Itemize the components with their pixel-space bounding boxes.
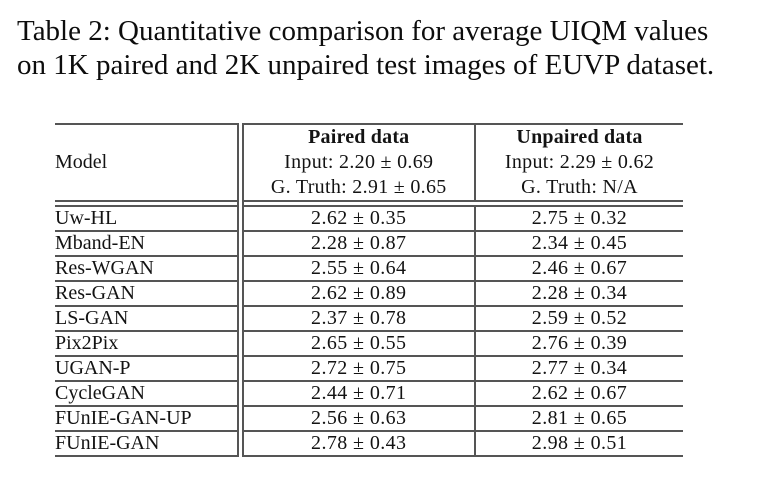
header-paired: Paired data Input: 2.20 ± 0.69 G. Truth:… xyxy=(240,124,476,204)
unpaired-input-stats: Input: 2.29 ± 0.62 xyxy=(504,151,655,173)
caption-line-2: on 1K paired and 2K unpaired test images… xyxy=(17,49,715,81)
unpaired-value-cell: 2.28 ± 0.34 xyxy=(531,282,628,304)
paired-value-cell: 2.55 ± 0.64 xyxy=(240,256,476,281)
table-row: Res-GAN 2.62 ± 0.89 2.28 ± 0.34 xyxy=(55,281,683,306)
header-unpaired: Unpaired data Input: 2.29 ± 0.62 G. Trut… xyxy=(475,124,683,204)
table-row: CycleGAN 2.44 ± 0.71 2.62 ± 0.67 xyxy=(55,381,683,406)
unpaired-gtruth-stats: G. Truth: N/A xyxy=(521,176,638,198)
unpaired-value-cell: 2.75 ± 0.32 xyxy=(531,207,628,229)
header-model: Model xyxy=(55,124,244,204)
unpaired-value-cell: 2.77 ± 0.34 xyxy=(531,357,628,379)
paired-gtruth-stats: G. Truth: 2.91 ± 0.65 xyxy=(270,176,447,198)
paired-value-cell: 2.72 ± 0.75 xyxy=(240,356,476,381)
header-row: Model Paired data Input: 2.20 ± 0.69 G. … xyxy=(55,124,683,204)
model-cell: FUnIE-GAN xyxy=(55,431,244,456)
paired-value-cell: 2.37 ± 0.78 xyxy=(240,306,476,331)
unpaired-value-cell: 2.34 ± 0.45 xyxy=(531,232,628,254)
uiqm-comparison-table: Model Paired data Input: 2.20 ± 0.69 G. … xyxy=(55,123,683,457)
unpaired-value-cell: 2.46 ± 0.67 xyxy=(531,257,628,279)
model-cell: Res-GAN xyxy=(55,281,244,306)
model-cell: Uw-HL xyxy=(55,203,244,231)
unpaired-value-cell: 2.59 ± 0.52 xyxy=(531,307,628,329)
paired-value-cell: 2.62 ± 0.35 xyxy=(240,203,476,231)
paired-value-cell: 2.78 ± 0.43 xyxy=(240,431,476,456)
model-cell: Pix2Pix xyxy=(55,331,244,356)
table-row: LS-GAN 2.37 ± 0.78 2.59 ± 0.52 xyxy=(55,306,683,331)
paired-value-cell: 2.56 ± 0.63 xyxy=(240,406,476,431)
table-row: FUnIE-GAN-UP 2.56 ± 0.63 2.81 ± 0.65 xyxy=(55,406,683,431)
table-row: FUnIE-GAN 2.78 ± 0.43 2.98 ± 0.51 xyxy=(55,431,683,456)
model-cell: Mband-EN xyxy=(55,231,244,256)
model-cell: CycleGAN xyxy=(55,381,244,406)
table-row: Res-WGAN 2.55 ± 0.64 2.46 ± 0.67 xyxy=(55,256,683,281)
table-row: UGAN-P 2.72 ± 0.75 2.77 ± 0.34 xyxy=(55,356,683,381)
paired-value-cell: 2.28 ± 0.87 xyxy=(240,231,476,256)
table-caption: Table 2: Quantitative comparison for ave… xyxy=(17,14,767,82)
caption-line-1: Table 2: Quantitative comparison for ave… xyxy=(17,15,709,47)
unpaired-value-cell: 2.81 ± 0.65 xyxy=(531,407,628,429)
table-row: Mband-EN 2.28 ± 0.87 2.34 ± 0.45 xyxy=(55,231,683,256)
unpaired-value-cell: 2.76 ± 0.39 xyxy=(531,332,628,354)
model-cell: Res-WGAN xyxy=(55,256,244,281)
paired-title: Paired data xyxy=(308,126,410,148)
paired-value-cell: 2.65 ± 0.55 xyxy=(240,331,476,356)
unpaired-value-cell: 2.98 ± 0.51 xyxy=(531,432,628,454)
paired-value-cell: 2.44 ± 0.71 xyxy=(240,381,476,406)
model-cell: UGAN-P xyxy=(55,356,244,381)
table-row: Uw-HL 2.62 ± 0.35 2.75 ± 0.32 xyxy=(55,203,683,231)
model-cell: LS-GAN xyxy=(55,306,244,331)
paired-input-stats: Input: 2.20 ± 0.69 xyxy=(284,151,434,173)
paired-value-cell: 2.62 ± 0.89 xyxy=(240,281,476,306)
unpaired-value-cell: 2.62 ± 0.67 xyxy=(531,382,628,404)
model-cell: FUnIE-GAN-UP xyxy=(55,406,244,431)
unpaired-title: Unpaired data xyxy=(516,126,643,148)
table-row: Pix2Pix 2.65 ± 0.55 2.76 ± 0.39 xyxy=(55,331,683,356)
